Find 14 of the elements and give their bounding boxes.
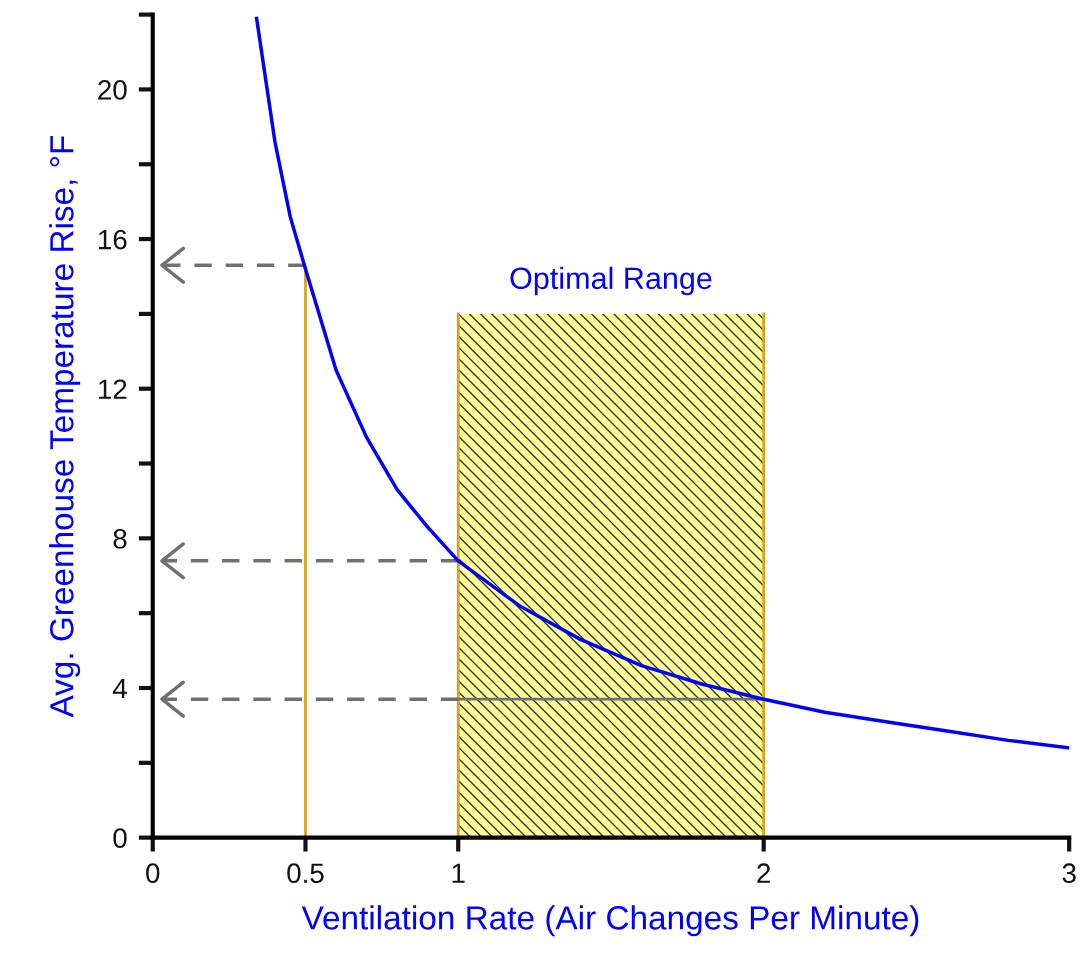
y-tick-label: 20 xyxy=(98,80,127,100)
y-axis-title: Avg. Greenhouse Temperature Rise, °F xyxy=(49,136,81,718)
y-tick-label: 16 xyxy=(98,229,127,250)
x-tick-label: 1 xyxy=(452,863,465,883)
x-tick-label: 0.5 xyxy=(287,863,324,884)
x-axis-title: Ventilation Rate (Air Changes Per Minute) xyxy=(301,905,919,937)
y-tick-label: 12 xyxy=(98,379,127,399)
y-tick-label: 4 xyxy=(112,678,127,699)
y-tick-label: 8 xyxy=(113,529,127,549)
y-tick-label: 0 xyxy=(113,828,127,848)
x-tick-label: 2 xyxy=(757,863,771,883)
x-tick-label: 3 xyxy=(1062,863,1076,884)
series-label: Optimal Range xyxy=(510,266,712,296)
x-tick-label: 0 xyxy=(146,863,160,884)
